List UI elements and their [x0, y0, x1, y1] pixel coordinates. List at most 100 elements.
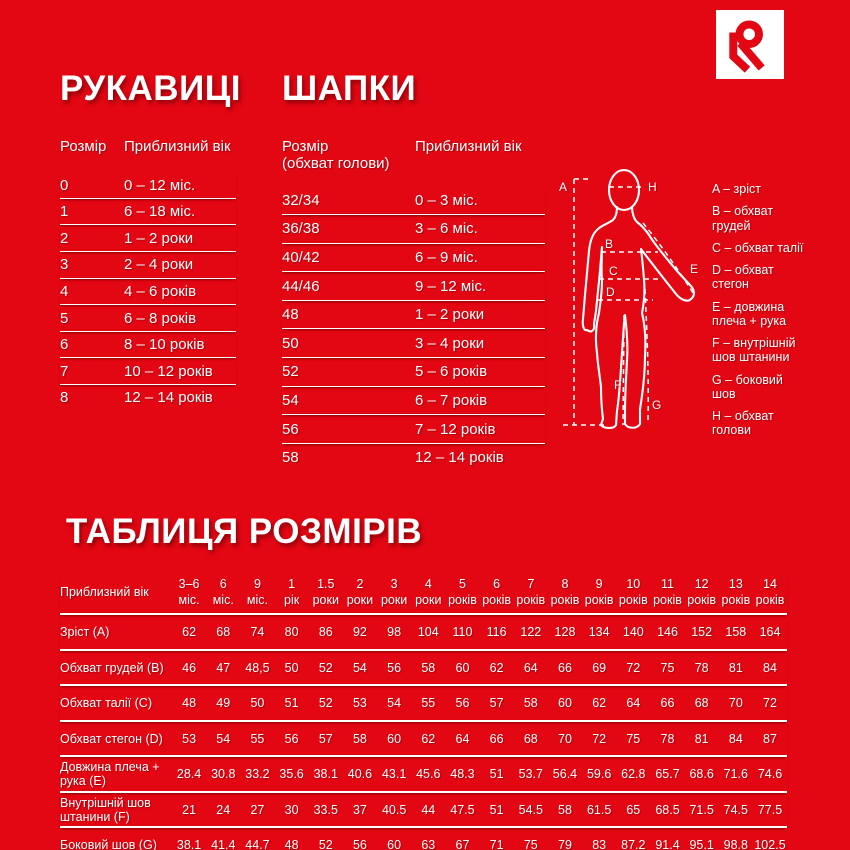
legend-item: A – зріст [712, 182, 761, 196]
age-cell: 12 – 14 років [415, 449, 504, 467]
age-column-header: 3 роки [377, 577, 411, 608]
size-cell: 6 [60, 336, 69, 354]
size-cell: 50 [282, 334, 299, 352]
value-cell: 53.7 [518, 767, 543, 781]
age-column-header: 9 років [582, 577, 616, 608]
value-cell: 27 [250, 802, 265, 817]
gloves-table-rows: 0 0 – 12 міс. 1 6 – 18 міс. 2 1 – 2 роки 3 2 – … [60, 172, 236, 410]
age-cell: 4 – 6 років [124, 282, 197, 300]
age-column-header: 5 років [445, 577, 479, 608]
value-cell: 56.4 [552, 767, 578, 781]
age-unit: міс. [212, 592, 234, 607]
value-cell: 35.6 [279, 767, 304, 781]
value-cell: 79 [558, 838, 572, 850]
age-column-header: 3–6 міс. [172, 577, 206, 608]
size-cell: 3 [60, 256, 69, 274]
age-unit: років [618, 592, 648, 607]
figure-letter-h: H [648, 180, 657, 194]
age-unit: років [448, 592, 477, 607]
table-row: 54 6 – 7 років [282, 387, 545, 416]
value-cell: 57 [318, 731, 333, 746]
size-cell: 8 [60, 389, 69, 407]
age-cell: 3 – 6 міс. [415, 220, 478, 238]
value-cell: 98.8 [723, 838, 748, 850]
size-cell: 32/34 [282, 191, 320, 209]
table-row: Обхват талії (C) 48 49 50 51 52 53 54 55 56 57 58 60… [60, 686, 787, 722]
value-cell: 48,5 [245, 660, 270, 675]
value-cell: 54 [387, 696, 402, 710]
size-cell: 0 [60, 176, 69, 194]
value-cell: 40.5 [381, 802, 407, 817]
value-cell: 33.5 [313, 802, 338, 817]
value-cell: 44 [421, 802, 436, 817]
value-cell: 84 [763, 660, 777, 675]
age-cell: 3 – 4 роки [415, 334, 485, 352]
value-cell: 146 [657, 625, 678, 639]
age-unit: роки [415, 592, 442, 607]
value-cell: 38.1 [313, 767, 338, 781]
value-cell: 68 [694, 696, 709, 710]
age-unit: роки [380, 592, 408, 607]
age-number: 7 [527, 577, 535, 591]
age-number: 6 [493, 577, 501, 591]
value-cell: 58 [352, 731, 367, 746]
legend-item: H – обхват голови [712, 409, 774, 438]
value-cell: 87.2 [621, 838, 646, 850]
value-cell: 44.7 [245, 838, 270, 850]
figure-letter-d: D [606, 285, 615, 299]
age-unit: років [755, 592, 785, 607]
value-cell: 98 [387, 625, 402, 639]
measurement-label: Боковий шов (G) [60, 838, 157, 850]
value-cell: 66 [558, 660, 572, 675]
value-cell: 64 [455, 731, 470, 746]
value-cell: 83 [592, 838, 607, 850]
age-number: 9 [253, 577, 261, 591]
value-cell: 78 [660, 731, 675, 746]
age-unit: років [721, 592, 751, 607]
value-cell: 74 [250, 625, 265, 639]
table-row: Боковий шов (G) 38.1 41.4 44.7 48 52 56 60 63 67 7… [60, 828, 787, 850]
age-number: 10 [626, 577, 641, 591]
size-table-header-row: Приблизний вік 3–6 міс. 6 міс. 9 міс. 1 рік 1.5 ро… [60, 577, 787, 616]
age-column-header: 1.5 роки [309, 577, 343, 608]
value-cell: 43.1 [381, 767, 407, 781]
measurement-label: Обхват грудей (B) [60, 660, 164, 675]
value-cell: 58 [523, 696, 538, 710]
table-row: Зріст (A) 62 68 74 80 86 92 98 104 110 116 122 128 13… [60, 615, 787, 651]
size-cell: 5 [60, 309, 69, 327]
value-cell: 59.6 [586, 767, 612, 781]
value-cell: 60 [558, 696, 572, 710]
value-cell: 70 [558, 731, 572, 746]
table-row: 4 4 – 6 років [60, 279, 236, 306]
value-cell: 62 [421, 731, 436, 746]
value-cell: 158 [725, 625, 747, 639]
size-column-header: Розмір [60, 138, 107, 155]
age-unit: років [482, 592, 512, 607]
age-column-header: 9 міс. [240, 577, 274, 608]
table-row: Обхват стегон (D) 53 54 55 56 57 58 60 62 64 66 68 7… [60, 722, 787, 758]
table-row: Обхват грудей (B) 46 47 48,5 50 52 54 56 58 60 62 6… [60, 651, 787, 687]
value-cell: 71 [489, 838, 504, 850]
figure-letter-c: C [609, 264, 618, 278]
value-cell: 21 [182, 802, 197, 817]
value-cell: 65.7 [655, 767, 680, 781]
value-cell: 64 [626, 696, 641, 710]
table-row: 36/38 3 – 6 міс. [282, 215, 545, 244]
value-cell: 77.5 [757, 802, 783, 817]
value-cell: 68.5 [655, 802, 680, 817]
table-row: 0 0 – 12 міс. [60, 172, 236, 199]
value-cell: 54 [216, 731, 231, 746]
size-column-header-line2: (обхват голови) [282, 155, 390, 173]
table-row: 48 1 – 2 роки [282, 301, 545, 330]
value-cell: 62 [489, 660, 504, 675]
table-row: 32/34 0 – 3 міс. [282, 187, 545, 216]
age-cell: 1 – 2 роки [415, 306, 485, 324]
value-cell: 48 [182, 696, 197, 710]
value-cell: 134 [588, 625, 610, 639]
value-cell: 80 [284, 625, 299, 639]
age-cell: 6 – 18 міс. [124, 203, 196, 221]
value-cell: 52 [318, 660, 333, 675]
value-cell: 72 [626, 660, 641, 675]
figure-letter-f: F [614, 378, 621, 392]
value-cell: 65 [626, 802, 641, 817]
